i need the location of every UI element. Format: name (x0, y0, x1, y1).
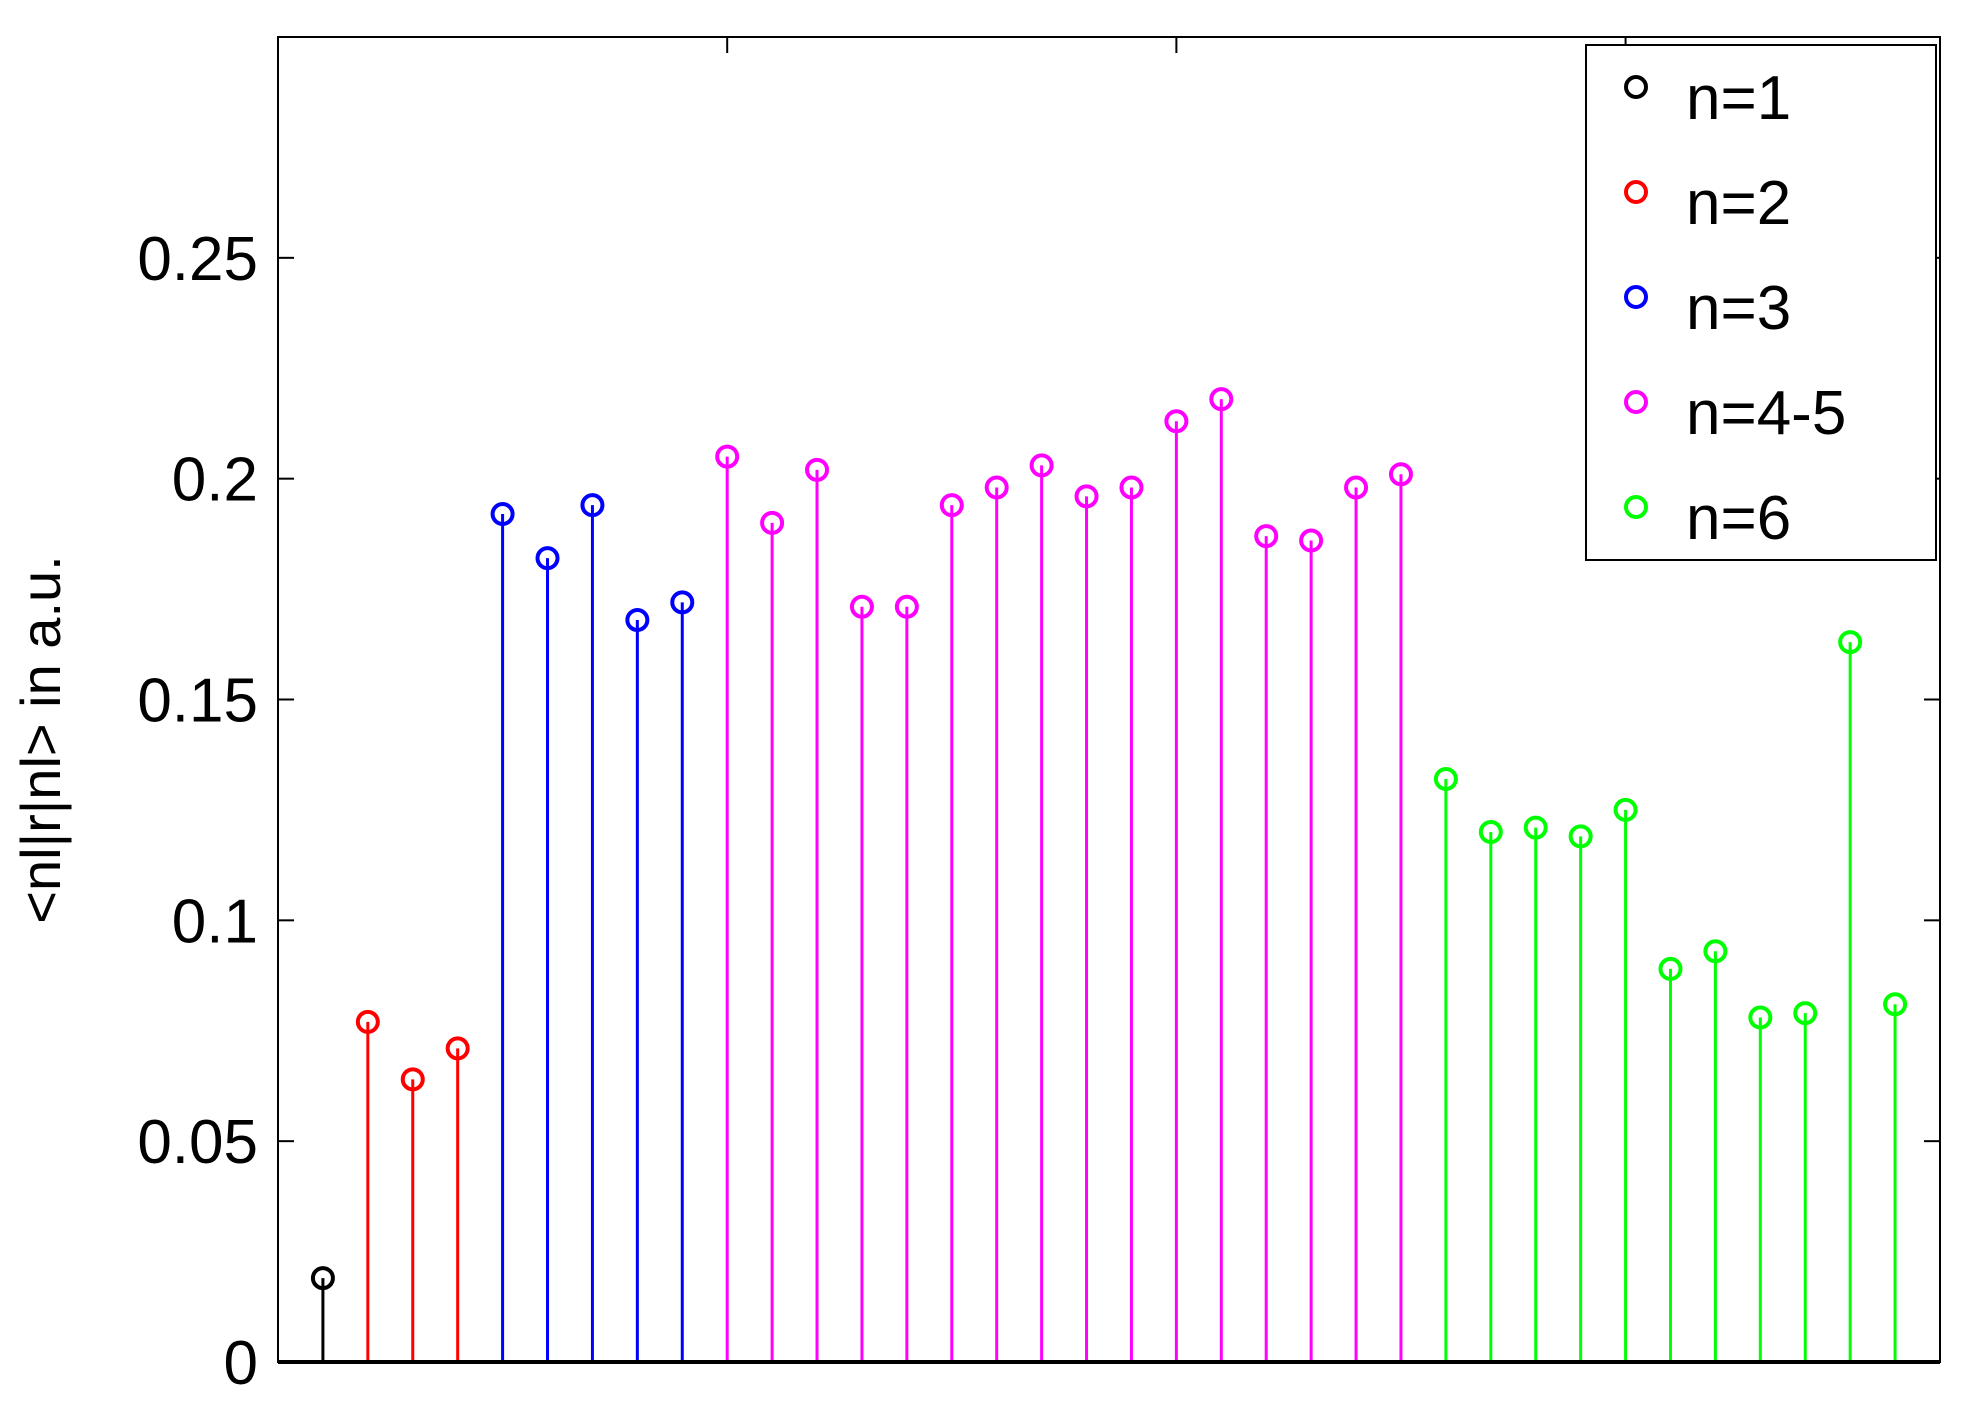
stem-marker (400, 1067, 425, 1092)
legend-marker (1624, 75, 1648, 99)
stem-marker (1254, 524, 1279, 549)
stem-marker (1523, 815, 1548, 840)
legend-label: n=2 (1686, 169, 1791, 238)
stem-marker (1838, 630, 1863, 655)
y-tick-label: 0.05 (137, 1108, 258, 1177)
stem-marker (849, 594, 874, 619)
stem-marker (715, 444, 740, 469)
stem-marker (625, 608, 650, 632)
stem-marker (580, 493, 605, 518)
stem-series (310, 387, 1908, 1362)
stem-marker (1433, 767, 1458, 791)
stem-marker (490, 502, 515, 526)
stem-marker (1478, 820, 1503, 844)
stem-marker (1658, 956, 1683, 981)
stem-marker (310, 1266, 335, 1291)
stem-marker (1388, 462, 1413, 487)
legend-marker (1624, 390, 1648, 414)
stem-marker (1568, 824, 1593, 849)
legend-marker (1624, 180, 1648, 204)
stem-marker (760, 510, 785, 535)
y-axis-title: <nl|r|nl> in a.u. (9, 555, 72, 923)
stem-marker (1119, 475, 1144, 500)
stem-marker (535, 546, 560, 571)
y-tick-label: 0.25 (137, 225, 258, 294)
stem-marker (894, 594, 919, 619)
legend-marker (1624, 495, 1648, 519)
legend-label: n=1 (1686, 64, 1791, 133)
stem-marker (670, 590, 695, 615)
stem-marker (1748, 1005, 1773, 1030)
legend: n=1 n=2 n=3 n=4-5 n=6 (1585, 44, 1937, 561)
stem-marker (984, 475, 1009, 500)
stem-marker (1344, 475, 1369, 500)
stem-marker (1299, 528, 1324, 553)
stem-marker (355, 1009, 380, 1034)
stem-marker (939, 493, 964, 518)
y-tick-labels: 0 0.05 0.1 0.15 0.2 0.25 (137, 225, 258, 1398)
stem-marker (805, 457, 830, 482)
y-tick-label: 0.1 (172, 887, 258, 956)
stem-marker (1793, 1001, 1818, 1026)
stem-marker (445, 1036, 470, 1061)
legend-label: n=4-5 (1686, 379, 1846, 448)
stem-marker (1613, 797, 1638, 822)
y-tick-label: 0 (224, 1329, 258, 1398)
stem-marker (1164, 409, 1189, 434)
legend-marker (1624, 285, 1648, 309)
stem-marker (1074, 484, 1099, 509)
y-tick-label: 0.2 (172, 446, 258, 515)
stem-marker (1703, 939, 1728, 964)
stem-marker (1029, 453, 1054, 478)
stem-marker (1209, 387, 1234, 412)
stem-marker (1883, 992, 1908, 1017)
legend-label: n=3 (1686, 274, 1791, 343)
legend-label: n=6 (1686, 484, 1791, 553)
y-tick-label: 0.15 (137, 667, 258, 736)
